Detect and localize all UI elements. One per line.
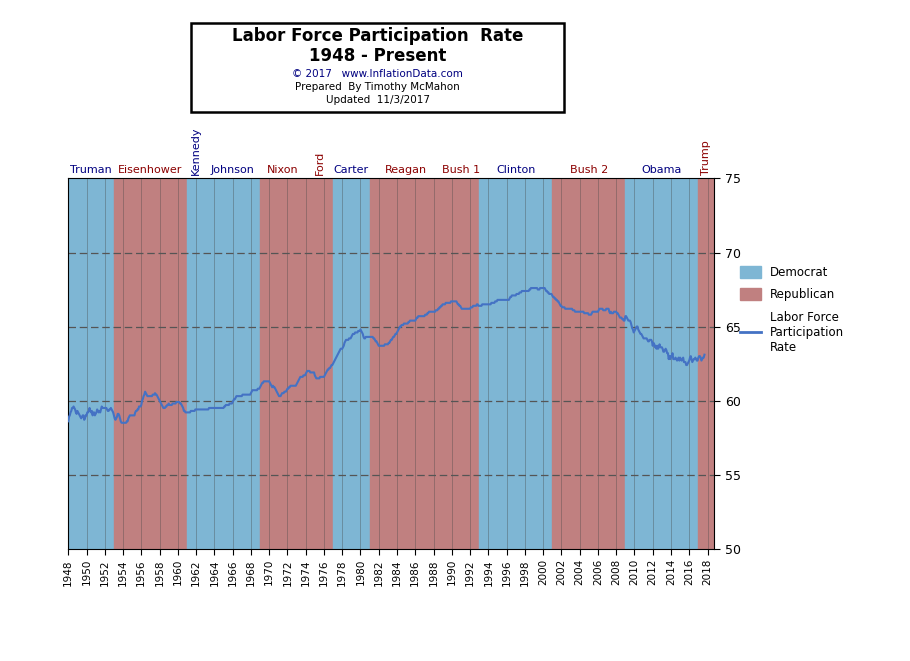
Text: Eisenhower: Eisenhower (118, 165, 183, 175)
Text: Trump: Trump (702, 140, 712, 175)
Bar (68, 178, 114, 549)
Bar (625, 178, 698, 549)
Text: Updated  11/3/2017: Updated 11/3/2017 (326, 95, 430, 106)
Text: Prepared  By Timothy McMahon: Prepared By Timothy McMahon (295, 82, 460, 93)
Text: Reagan: Reagan (385, 165, 427, 175)
Text: Obama: Obama (642, 165, 682, 175)
Legend: Democrat, Republican, Labor Force
Participation
Rate: Democrat, Republican, Labor Force Partic… (740, 266, 844, 354)
Bar (552, 178, 625, 549)
Text: Bush 2: Bush 2 (570, 165, 608, 175)
Text: 1948 - Present: 1948 - Present (309, 47, 446, 65)
Text: Kennedy: Kennedy (191, 127, 201, 175)
Bar (480, 178, 552, 549)
Bar (187, 178, 206, 549)
Text: © 2017   www.InflationData.com: © 2017 www.InflationData.com (292, 69, 463, 79)
Text: Bush 1: Bush 1 (442, 165, 480, 175)
Bar (260, 178, 306, 549)
Bar (442, 178, 480, 549)
Bar (206, 178, 260, 549)
Text: Johnson: Johnson (211, 165, 255, 175)
Bar (114, 178, 187, 549)
Bar (698, 178, 714, 549)
Text: Truman: Truman (70, 165, 112, 175)
Bar (333, 178, 369, 549)
Text: Ford: Ford (314, 151, 324, 175)
Text: Carter: Carter (334, 165, 369, 175)
Bar (306, 178, 333, 549)
Bar (369, 178, 442, 549)
Text: Clinton: Clinton (496, 165, 535, 175)
Text: Labor Force Participation  Rate: Labor Force Participation Rate (232, 27, 523, 46)
Text: Nixon: Nixon (267, 165, 298, 175)
